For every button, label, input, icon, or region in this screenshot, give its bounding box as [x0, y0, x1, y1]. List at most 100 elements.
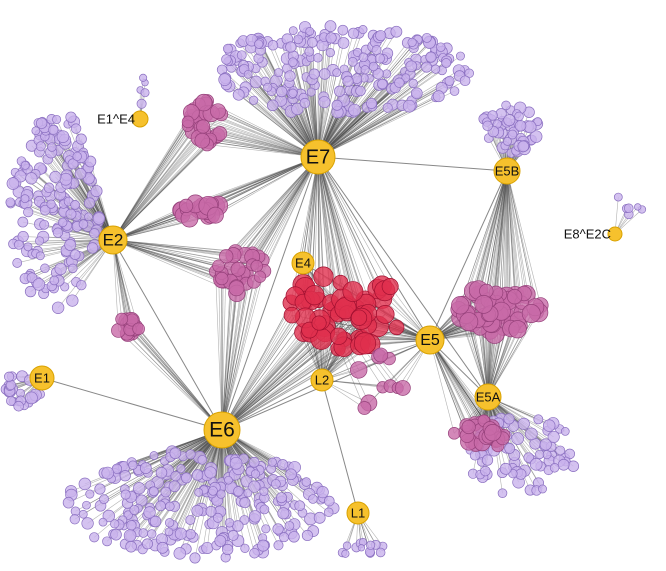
small-node [293, 34, 303, 45]
edge [112, 120, 200, 241]
small-node [99, 494, 109, 505]
edge [317, 80, 400, 158]
edge [221, 314, 293, 431]
small-node [421, 32, 432, 43]
edge [488, 170, 508, 301]
edge [459, 170, 508, 306]
hub-nodes: E7 E2 E6 E5 E5B E5A E4 L2 L1 E1 E1^E4 E8^E2C [29, 110, 623, 525]
small-node [52, 114, 62, 124]
small-node [191, 469, 204, 481]
small-node [197, 455, 208, 465]
small-node [313, 511, 326, 524]
small-node [86, 242, 99, 254]
edge [429, 339, 482, 423]
edge [317, 156, 391, 287]
edge [221, 279, 224, 431]
edge [221, 348, 339, 431]
small-node [243, 488, 253, 498]
small-node [170, 470, 181, 482]
small-node [249, 547, 260, 559]
edge [317, 80, 450, 158]
edge [317, 83, 414, 158]
small-node [514, 120, 527, 132]
edge [495, 170, 508, 293]
small-node [149, 451, 159, 460]
hub-node [29, 365, 55, 391]
small-node [325, 48, 335, 58]
small-node [304, 46, 315, 57]
small-node [138, 528, 149, 538]
edge [212, 156, 319, 204]
small-node [240, 543, 250, 553]
small-node [125, 540, 137, 553]
edge [317, 42, 413, 158]
small-node [375, 547, 386, 558]
edge [112, 239, 222, 279]
edge [317, 156, 385, 291]
small-node [12, 258, 23, 268]
edge [460, 317, 489, 398]
small-node [525, 427, 538, 441]
small-node [70, 123, 82, 134]
edge [206, 112, 319, 158]
small-node [375, 305, 395, 324]
small-node [382, 102, 393, 113]
small-node [120, 489, 131, 500]
small-node [301, 529, 314, 542]
small-node [67, 158, 79, 170]
small-node [35, 141, 46, 152]
small-node [366, 97, 378, 109]
edge [506, 170, 525, 294]
hub-edge [302, 156, 319, 264]
small-node [276, 86, 288, 98]
small-node [164, 527, 174, 537]
edge [200, 140, 319, 158]
edge [221, 429, 264, 546]
small-node [101, 466, 115, 480]
edge [317, 156, 366, 301]
edge [221, 281, 231, 431]
small-node [249, 75, 263, 89]
small-node [549, 463, 560, 473]
small-nodes [0, 20, 647, 564]
small-node [173, 547, 187, 560]
edge [221, 338, 322, 431]
edge [131, 324, 223, 431]
small-node [431, 64, 441, 74]
small-node [272, 523, 284, 535]
edge [221, 288, 237, 431]
edge [127, 333, 223, 431]
edge [112, 239, 234, 256]
edge [112, 239, 219, 267]
edge [492, 170, 508, 306]
small-node [6, 177, 20, 190]
small-node [13, 400, 24, 412]
small-node [174, 527, 187, 540]
small-node [48, 124, 59, 136]
edge [221, 329, 310, 431]
edge [317, 40, 418, 158]
edge [112, 126, 204, 241]
small-node [185, 528, 196, 540]
edge [221, 336, 339, 431]
small-node [332, 68, 342, 78]
hub-label: E2 [103, 230, 124, 249]
small-node [85, 489, 95, 499]
hub-label: E5B [495, 163, 520, 178]
edge [221, 303, 367, 431]
edge [429, 339, 455, 434]
small-node [284, 70, 296, 82]
edge [198, 116, 319, 158]
small-node [307, 37, 318, 48]
small-node [25, 172, 38, 185]
small-node [277, 507, 290, 520]
small-node [82, 500, 91, 510]
edge [142, 429, 223, 550]
edge [221, 345, 361, 431]
edge [112, 135, 218, 241]
hub-node [98, 225, 128, 255]
small-node [542, 419, 556, 432]
small-node [46, 199, 56, 209]
small-node [557, 458, 570, 471]
edge [208, 156, 319, 207]
